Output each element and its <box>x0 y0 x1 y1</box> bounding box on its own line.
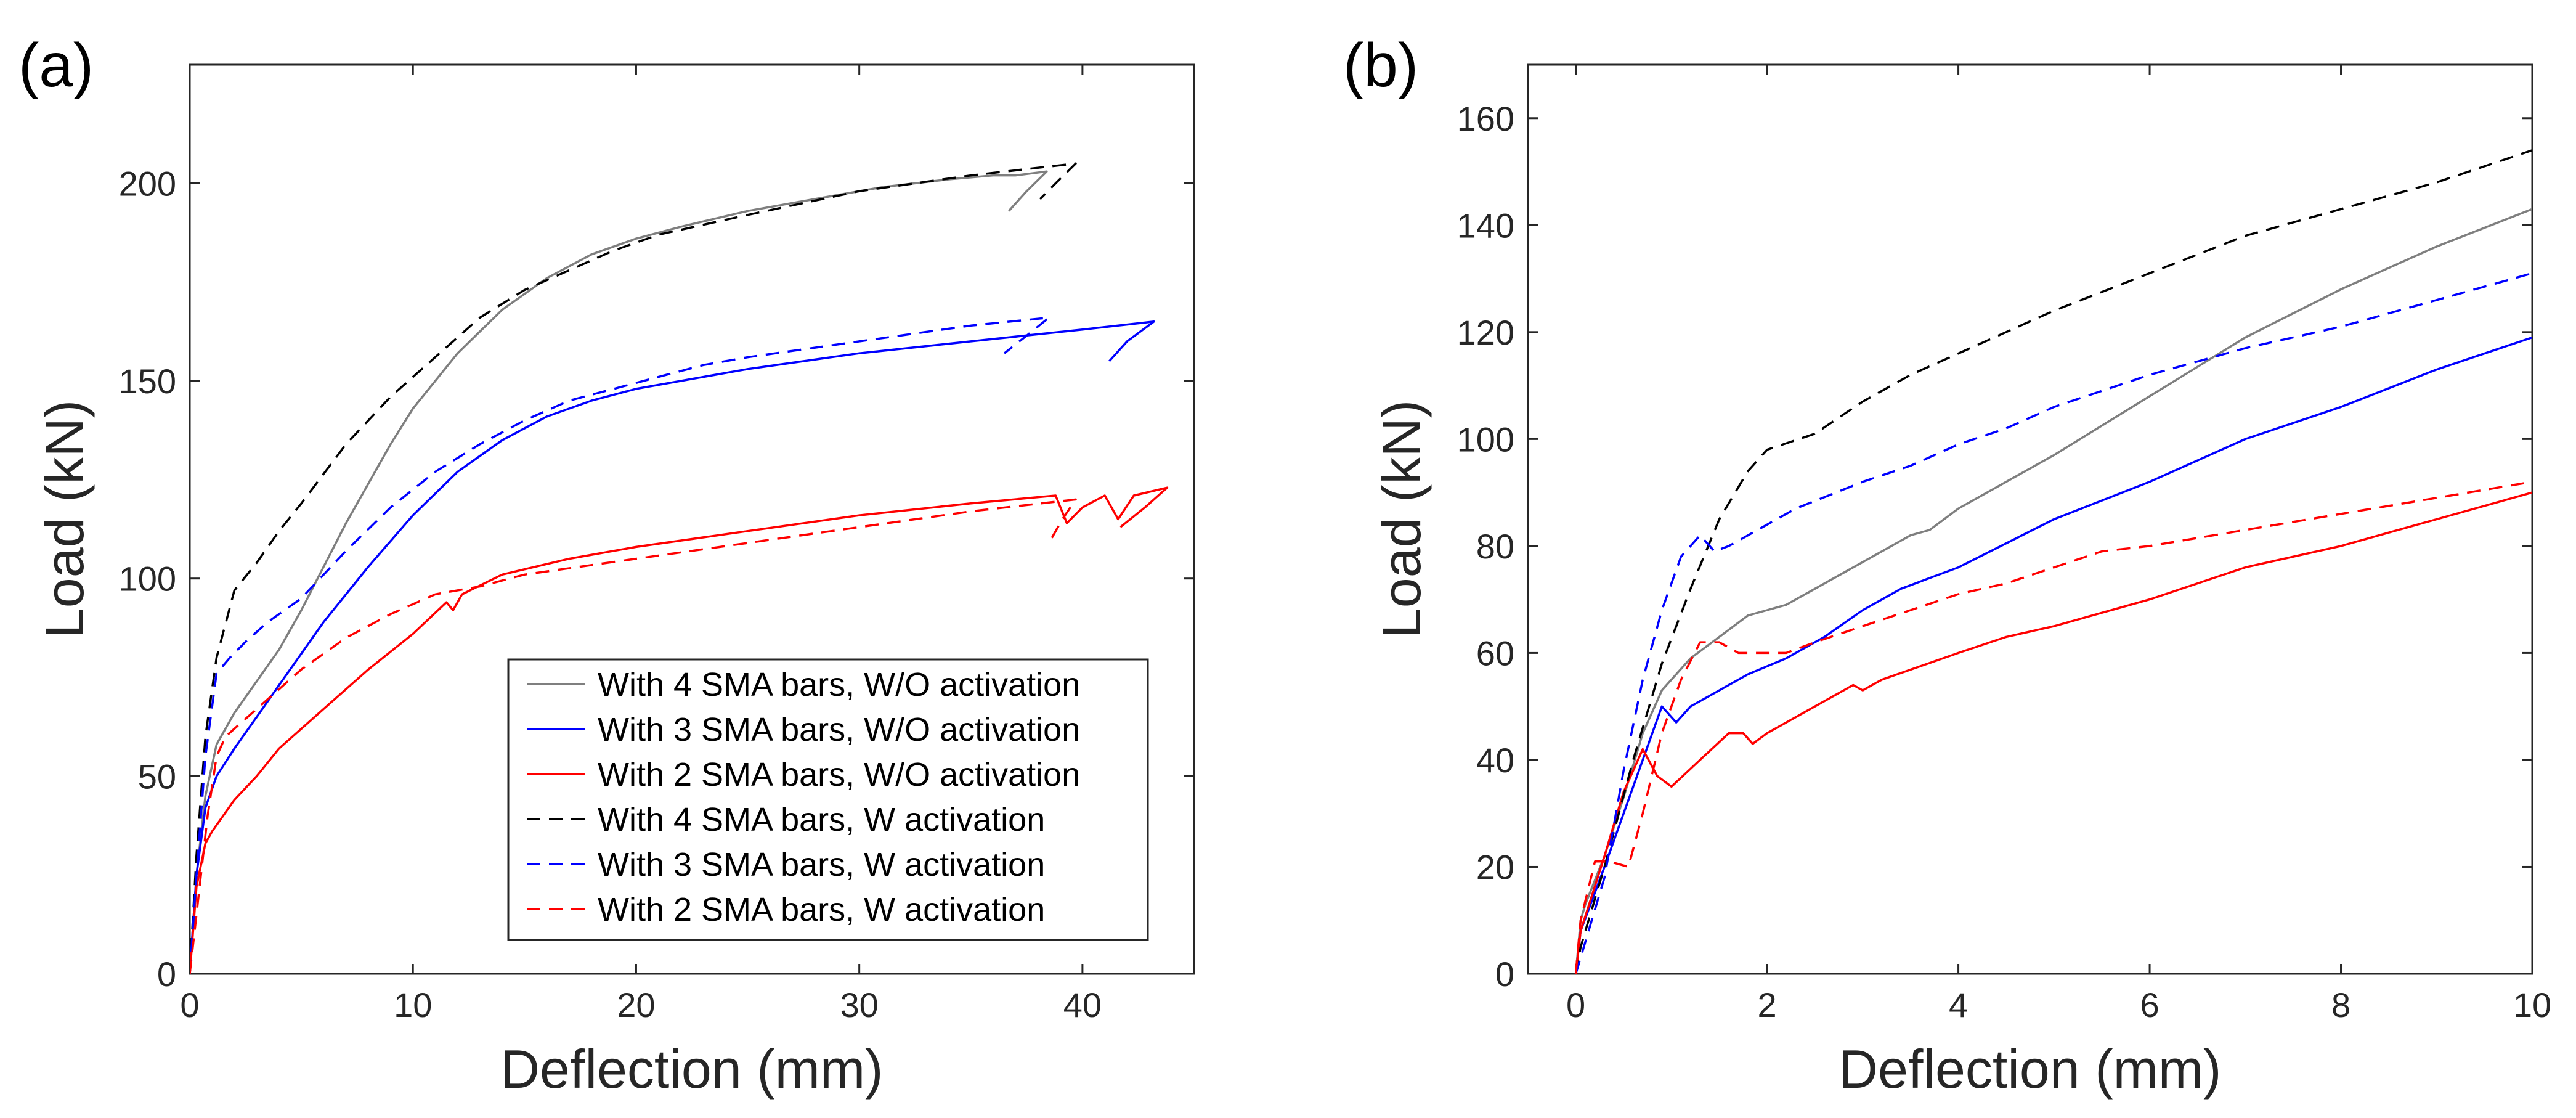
y-tick-label-b: 120 <box>1457 313 1514 352</box>
series-line-a-1 <box>190 170 1048 974</box>
y-tick-label-b: 0 <box>1495 955 1514 994</box>
series-line-b-4 <box>1574 149 2532 974</box>
legend: With 4 SMA bars, W/O activation With 3 SM… <box>507 658 1149 941</box>
legend-box <box>507 658 1149 941</box>
series-line-a-2 <box>190 320 1155 974</box>
series-line-b-2 <box>1574 336 2532 974</box>
y-tick-label-b: 140 <box>1457 206 1514 245</box>
x-tick-label-b: 0 <box>1566 985 1585 1024</box>
y-tick-label-b: 100 <box>1457 420 1514 459</box>
series-line-a-6 <box>190 498 1077 974</box>
y-axis-label-b: Load (kN) <box>1371 400 1432 638</box>
x-tick-label-a: 0 <box>180 985 199 1024</box>
y-tick-label-b: 20 <box>1476 847 1514 886</box>
series-line-b-6 <box>1574 481 2532 974</box>
series-line-b-5 <box>1574 272 2532 974</box>
y-axis-label-a: Load (kN) <box>34 400 95 638</box>
x-tick-label-b: 6 <box>2140 985 2159 1024</box>
series-b <box>1574 149 2532 974</box>
y-tick-label-a: 150 <box>119 362 176 401</box>
legend-entry-4: With 4 SMA bars, W activation <box>598 801 1045 838</box>
x-tick-label-a: 20 <box>617 985 655 1024</box>
y-tick-label-b: 40 <box>1476 741 1514 780</box>
legend-entry-1: With 4 SMA bars, W/O activation <box>598 666 1080 703</box>
series-line-b-1 <box>1574 208 2532 974</box>
legend-entry-2: With 3 SMA bars, W/O activation <box>598 711 1080 748</box>
x-tick-label-a: 30 <box>840 985 879 1024</box>
panel-b-label: (b) <box>1343 31 1418 100</box>
x-tick-label-b: 10 <box>2513 985 2551 1024</box>
x-tick-label-a: 40 <box>1063 985 1102 1024</box>
y-tick-label-b: 160 <box>1457 99 1514 138</box>
y-tick-label-b: 60 <box>1476 634 1514 672</box>
series-line-a-5 <box>190 316 1050 974</box>
panel-a: (a) 0 10 20 30 40 0 50 100 150 200 Deflection (mm… <box>18 31 1195 1100</box>
y-tick-label-a: 200 <box>119 164 176 203</box>
series-a <box>190 162 1169 974</box>
x-axis-label-a: Deflection (mm) <box>501 1038 884 1100</box>
series-line-a-3 <box>190 486 1169 974</box>
x-axis-label-b: Deflection (mm) <box>1839 1038 2222 1100</box>
series-line-b-3 <box>1574 491 2532 974</box>
x-tick-label-b: 2 <box>1758 985 1777 1024</box>
legend-entry-6: With 2 SMA bars, W activation <box>598 891 1045 928</box>
x-tick-label-b: 4 <box>1949 985 1968 1024</box>
panel-a-label: (a) <box>18 31 94 100</box>
y-tick-label-a: 50 <box>138 757 176 796</box>
ticks-a: 0 10 20 30 40 0 50 100 150 200 <box>119 65 1194 1024</box>
legend-entry-5: With 3 SMA bars, W activation <box>598 846 1045 883</box>
y-tick-label-a: 100 <box>119 560 176 598</box>
y-tick-label-a: 0 <box>157 955 176 994</box>
x-tick-label-b: 8 <box>2331 985 2350 1024</box>
y-tick-label-b: 80 <box>1476 527 1514 566</box>
x-tick-label-a: 10 <box>394 985 432 1024</box>
legend-entry-3: With 2 SMA bars, W/O activation <box>598 756 1080 793</box>
plot-area-b <box>1527 63 2533 975</box>
